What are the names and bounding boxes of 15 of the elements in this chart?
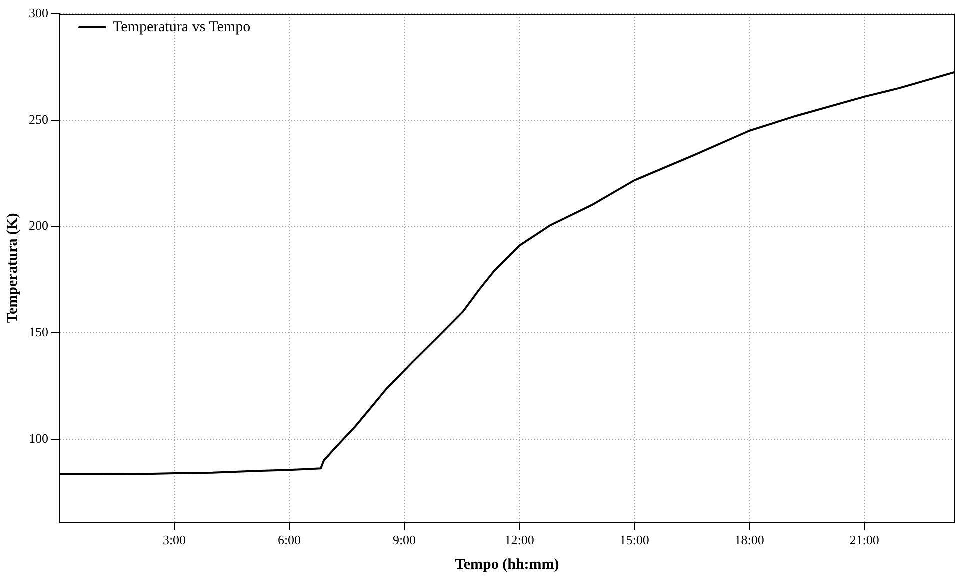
x-tick-label: 12:00 bbox=[504, 532, 534, 548]
y-tick-label: 200 bbox=[29, 218, 48, 234]
y-tick-label: 300 bbox=[29, 5, 48, 20]
x-tick-label: 15:00 bbox=[620, 532, 650, 548]
y-tick-label: 100 bbox=[29, 430, 48, 446]
x-axis-title: Tempo (hh:mm) bbox=[455, 556, 560, 573]
x-tick-label: 21:00 bbox=[850, 532, 880, 548]
y-tick-label: 150 bbox=[29, 324, 48, 340]
x-tick-label: 3:00 bbox=[162, 532, 186, 548]
x-tick-label: 18:00 bbox=[734, 532, 764, 548]
y-tick-label: 250 bbox=[29, 112, 48, 127]
y-axis-title: Temperatura (K) bbox=[4, 213, 21, 324]
x-tick-label: 9:00 bbox=[392, 532, 416, 548]
legend-label: Temperatura vs Tempo bbox=[113, 19, 251, 36]
x-tick-label: 6:00 bbox=[278, 532, 302, 548]
